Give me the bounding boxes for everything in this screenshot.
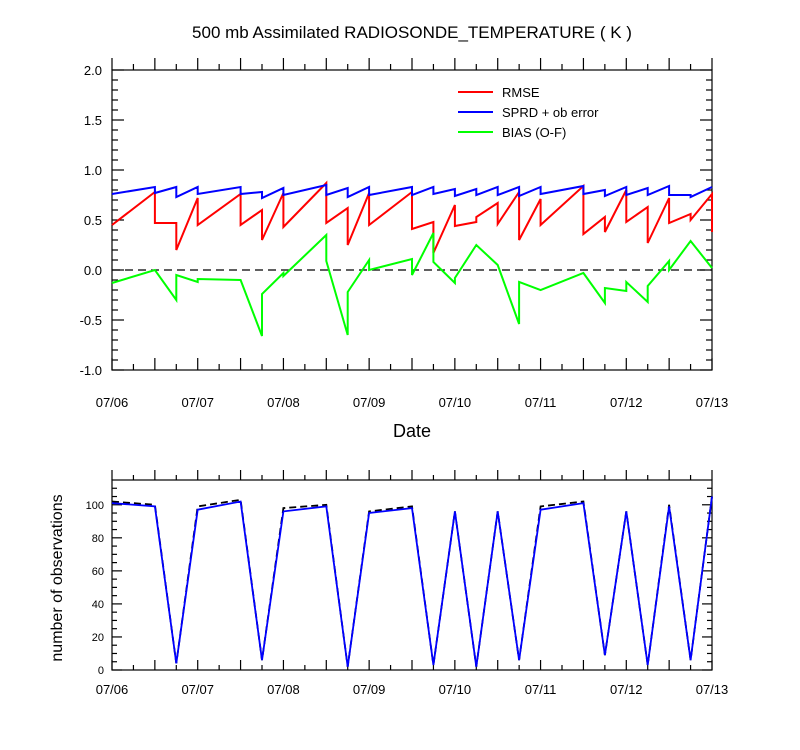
x-tick-label: 07/10 xyxy=(439,682,472,697)
top-y-tick-labels: -1.0 -0.5 0.0 0.5 1.0 1.5 2.0 xyxy=(80,63,102,378)
x-tick-label: 07/07 xyxy=(181,682,214,697)
bottom-series-group xyxy=(111,496,713,667)
legend: RMSE SPRD + ob error BIAS (O-F) xyxy=(458,85,599,140)
top-series-group xyxy=(111,180,713,337)
legend-label: BIAS (O-F) xyxy=(502,125,566,140)
y-tick-label: -1.0 xyxy=(80,363,102,378)
observations-dashed-line xyxy=(111,496,713,667)
y-tick-label: 40 xyxy=(92,599,104,611)
bottom-axis-ticks xyxy=(111,470,713,671)
y-tick-label: 0.0 xyxy=(84,263,102,278)
legend-label: RMSE xyxy=(502,85,540,100)
x-tick-label: 07/07 xyxy=(181,395,214,410)
chart-title: 500 mb Assimilated RADIOSONDE_TEMPERATUR… xyxy=(192,23,632,42)
x-axis-label: Date xyxy=(393,421,431,441)
y-tick-label: 1.0 xyxy=(84,163,102,178)
x-tick-label: 07/06 xyxy=(96,395,129,410)
y-tick-label: 80 xyxy=(92,533,104,545)
x-tick-label: 07/06 xyxy=(96,682,129,697)
x-tick-label: 07/08 xyxy=(267,682,300,697)
series-line-2 xyxy=(111,183,713,200)
x-tick-label: 07/09 xyxy=(353,395,386,410)
x-tick-label: 07/08 xyxy=(267,395,300,410)
x-tick-label: 07/13 xyxy=(696,395,729,410)
y-tick-label: 0 xyxy=(98,665,104,677)
y-tick-label: 0.5 xyxy=(84,213,102,228)
bottom-x-tick-labels: 07/06 07/07 07/08 07/09 07/10 07/11 07/12 07/13 xyxy=(96,682,729,697)
legend-label: SPRD + ob error xyxy=(502,105,599,120)
observations-solid-line xyxy=(111,496,713,667)
x-tick-label: 07/12 xyxy=(610,395,643,410)
top-axis-ticks xyxy=(111,58,713,371)
y-axis-label: number of observations xyxy=(49,494,66,661)
y-tick-label: 60 xyxy=(92,566,104,578)
top-chart: 500 mb Assimilated RADIOSONDE_TEMPERATUR… xyxy=(80,23,729,441)
y-tick-label: 100 xyxy=(86,500,104,512)
x-tick-label: 07/12 xyxy=(610,682,643,697)
x-tick-label: 07/11 xyxy=(525,682,557,697)
bottom-y-tick-labels: 0 20 40 60 80 100 xyxy=(86,500,104,677)
top-x-tick-labels: 07/06 07/07 07/08 07/09 07/10 07/11 07/12 07/13 xyxy=(96,395,729,410)
series-line-1 xyxy=(111,180,713,254)
x-tick-label: 07/09 xyxy=(353,682,386,697)
y-tick-label: -0.5 xyxy=(80,313,102,328)
x-tick-label: 07/13 xyxy=(696,682,729,697)
x-tick-label: 07/11 xyxy=(525,395,557,410)
y-tick-label: 2.0 xyxy=(84,63,102,78)
y-tick-label: 20 xyxy=(92,632,104,644)
series-line-3 xyxy=(111,232,713,337)
x-tick-label: 07/10 xyxy=(439,395,472,410)
y-tick-label: 1.5 xyxy=(84,113,102,128)
